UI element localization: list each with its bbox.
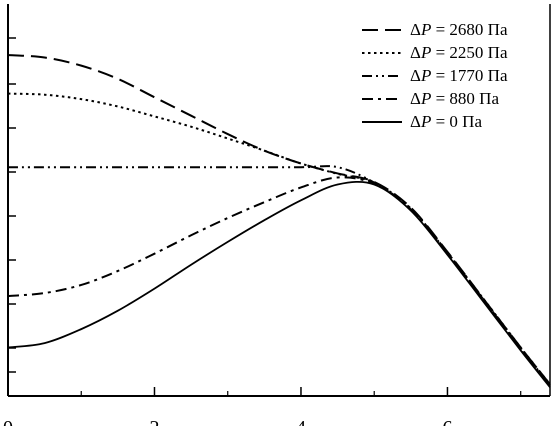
x-tick-labels: 0 2 4 6 [3, 417, 452, 426]
series-line-dp-2250 [7, 92, 551, 385]
series-line-dp-0 [7, 180, 551, 388]
legend: ΔP = 2680 Па ΔP = 2250 Па ΔP = 1770 Па ΔP =… [362, 20, 508, 131]
axes [7, 4, 551, 397]
legend-label-dp-2250: ΔP = 2250 Па [410, 43, 508, 62]
x-tick-label-2: 4 [296, 417, 306, 426]
legend-label-dp-0: ΔP = 0 Па [410, 112, 482, 131]
x-tick-label-0: 0 [3, 417, 13, 426]
legend-label-dp-880: ΔP = 880 Па [410, 89, 499, 108]
legend-label-dp-2680: ΔP = 2680 Па [410, 20, 508, 39]
series-line-dp-2680 [7, 53, 551, 385]
series-layer [7, 53, 551, 388]
legend-label-dp-1770: ΔP = 1770 Па [410, 66, 508, 85]
x-tick-label-3: 6 [442, 417, 452, 426]
x-tick-label-1: 2 [149, 417, 159, 426]
series-line-dp-1770 [7, 165, 551, 386]
